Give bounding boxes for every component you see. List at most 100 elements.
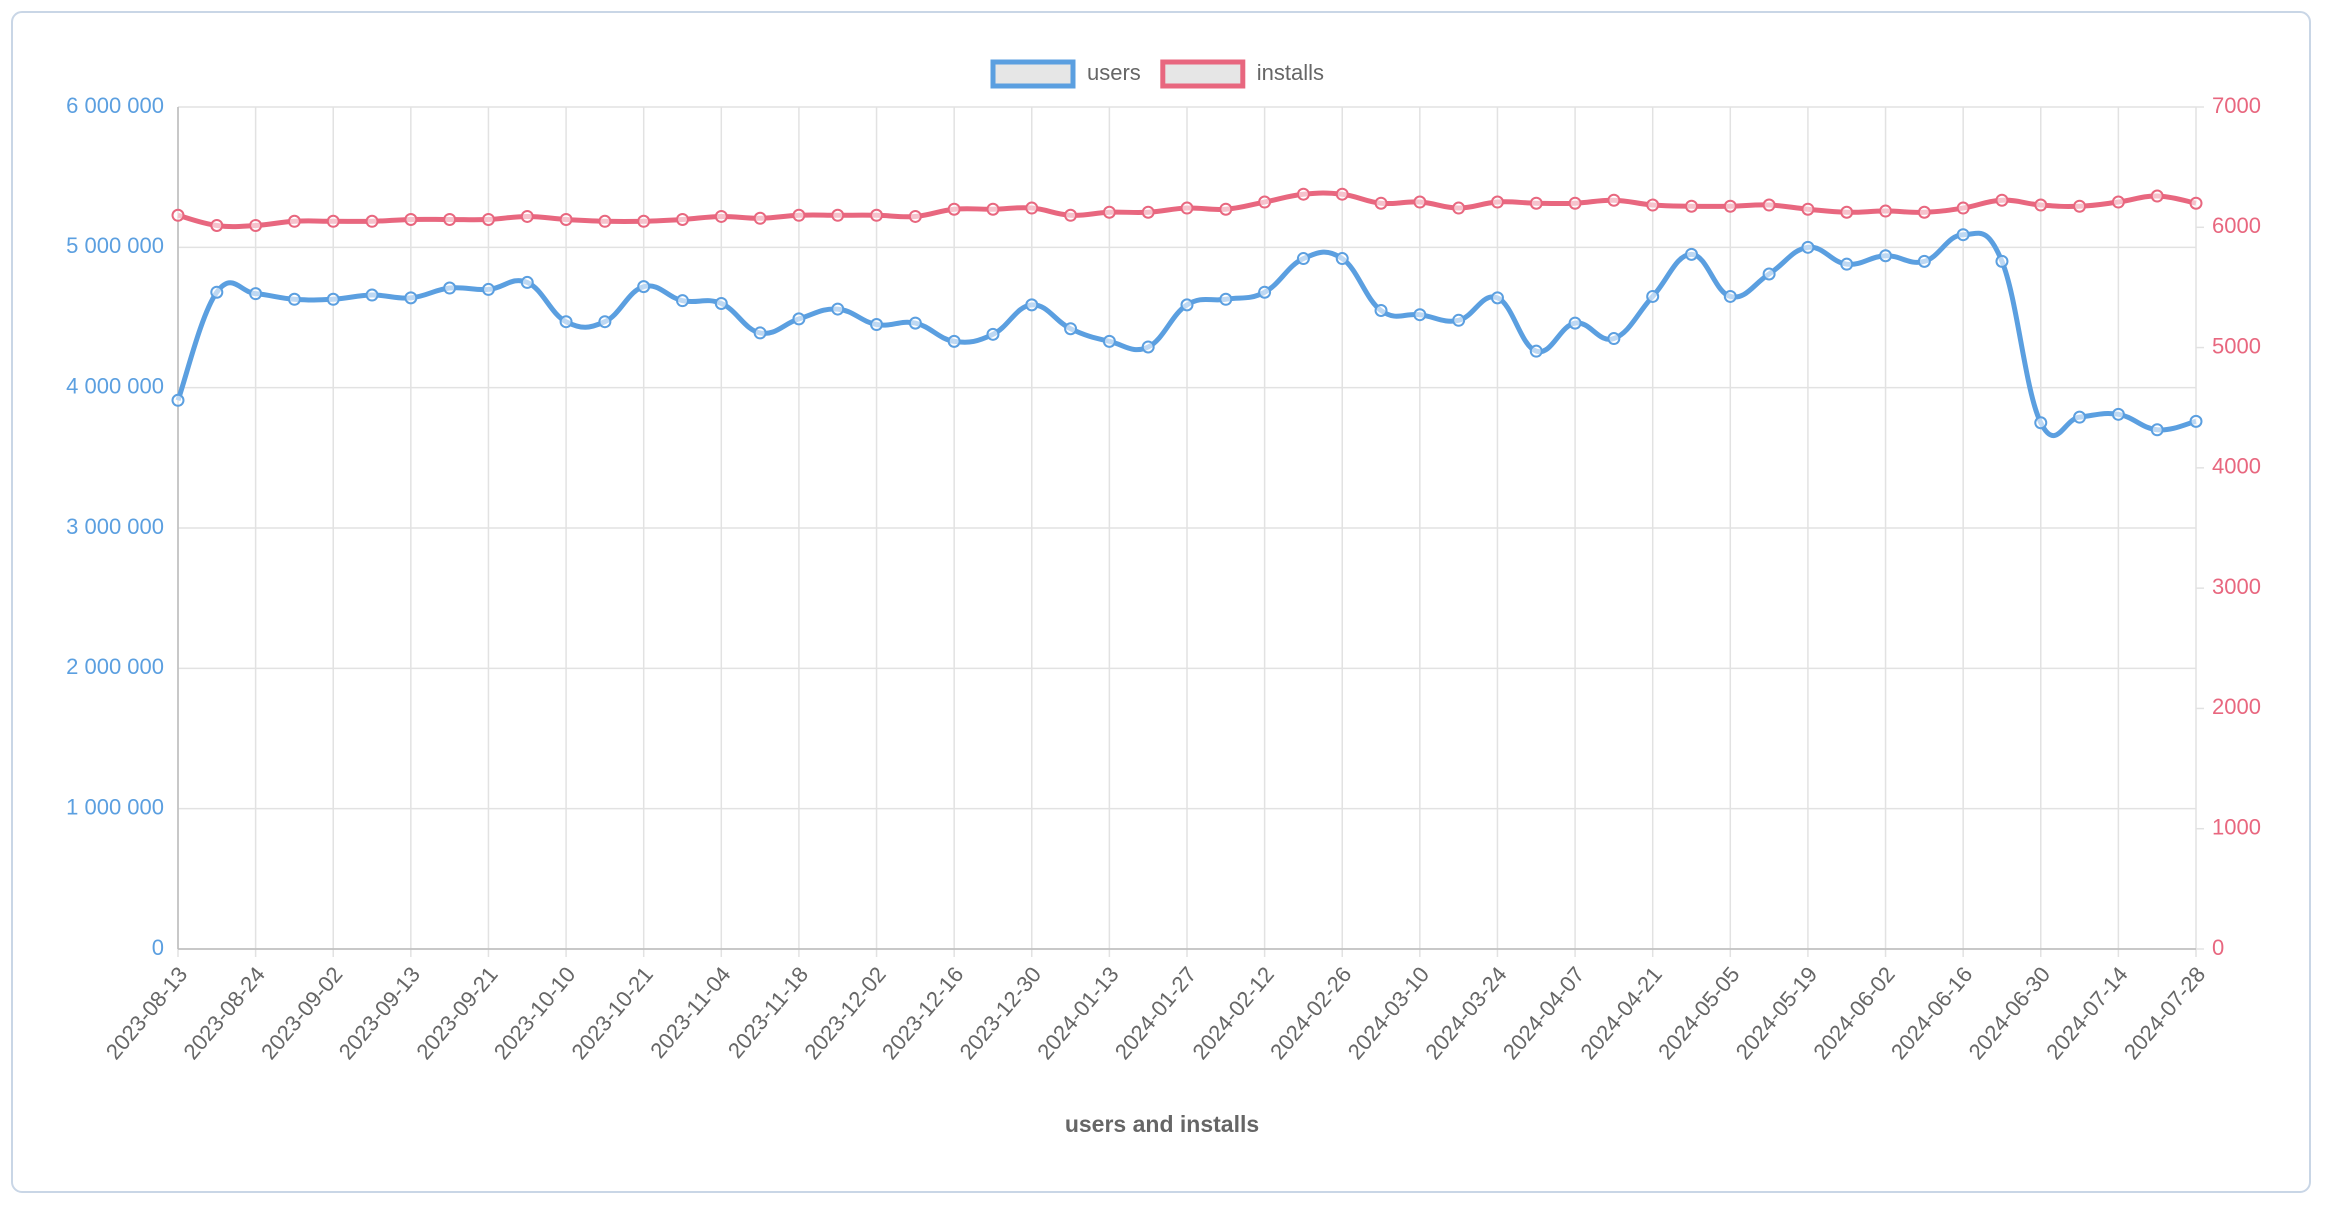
data-point	[831, 302, 845, 316]
data-point	[1452, 313, 1466, 327]
data-point	[481, 282, 495, 296]
data-point	[1452, 201, 1466, 215]
y-tick-label: 2 000 000	[66, 654, 164, 679]
data-point	[1258, 285, 1272, 299]
data-point	[2111, 407, 2125, 421]
data-point	[1064, 322, 1078, 336]
y-tick-label: 4 000 000	[66, 373, 164, 398]
data-point	[908, 316, 922, 330]
data-point	[986, 327, 1000, 341]
data-point	[1064, 208, 1078, 222]
data-point	[1296, 252, 1310, 266]
data-point	[598, 214, 612, 228]
data-point	[171, 393, 185, 407]
data-point	[1141, 205, 1155, 219]
data-point	[1568, 316, 1582, 330]
x-axis-title: users and installs	[1065, 1111, 1259, 1137]
data-point	[1917, 205, 1931, 219]
data-point	[637, 214, 651, 228]
data-point	[1102, 205, 1116, 219]
data-point	[1995, 254, 2009, 268]
data-point	[1180, 298, 1194, 312]
data-point	[559, 212, 573, 226]
data-point	[1413, 308, 1427, 322]
data-point	[1685, 199, 1698, 213]
data-point	[2189, 414, 2203, 428]
data-point	[1529, 344, 1543, 358]
y2-tick-label: 5000	[2212, 333, 2261, 358]
data-point	[171, 208, 185, 222]
data-point	[676, 212, 689, 226]
data-point	[287, 214, 301, 228]
y2-tick-label: 0	[2212, 935, 2224, 960]
y-tick-label: 5 000 000	[66, 233, 164, 258]
y2-tick-label: 7000	[2212, 93, 2261, 118]
data-point	[1141, 340, 1155, 354]
data-point	[326, 214, 340, 228]
data-point	[1025, 298, 1039, 312]
data-point	[365, 288, 379, 302]
data-point	[1801, 240, 1815, 254]
legend-label: installs	[1257, 60, 1324, 85]
data-point	[1840, 257, 1854, 271]
data-point	[2150, 423, 2164, 437]
data-point	[1685, 247, 1698, 261]
data-point	[1762, 267, 1776, 281]
data-point	[1995, 193, 2009, 207]
data-point	[1490, 195, 1504, 209]
data-point	[792, 208, 806, 222]
data-point	[559, 315, 573, 329]
card	[11, 11, 2311, 1193]
y2-tick-label: 3000	[2212, 574, 2261, 599]
data-point	[520, 209, 534, 223]
data-point	[1646, 289, 1660, 303]
data-point	[326, 292, 340, 306]
y2-tick-label: 4000	[2212, 454, 2261, 479]
data-point	[1840, 205, 1854, 219]
data-point	[1568, 196, 1582, 210]
data-point	[908, 209, 922, 223]
data-point	[1219, 292, 1233, 306]
data-point	[2073, 410, 2087, 424]
data-point	[1529, 196, 1543, 210]
data-point	[792, 312, 806, 326]
data-point	[1180, 201, 1194, 215]
data-point	[1801, 202, 1815, 216]
y2-tick-label: 2000	[2212, 694, 2261, 719]
data-point	[1762, 198, 1776, 212]
data-point	[714, 209, 728, 223]
data-point	[1879, 249, 1893, 263]
data-point	[1956, 201, 1970, 215]
data-point	[287, 292, 301, 306]
data-point	[249, 287, 263, 301]
data-point	[1646, 198, 1660, 212]
data-point	[365, 214, 379, 228]
data-point	[443, 212, 457, 226]
data-point	[249, 218, 263, 232]
data-point	[2189, 196, 2203, 210]
data-point	[1879, 204, 1893, 218]
data-point	[870, 318, 884, 332]
data-point	[1723, 199, 1737, 213]
data-point	[2034, 198, 2048, 212]
data-point	[404, 291, 418, 305]
y-tick-label: 1 000 000	[66, 794, 164, 819]
y2-tick-label: 1000	[2212, 815, 2261, 840]
data-point	[2150, 189, 2164, 203]
data-point	[1374, 303, 1388, 317]
data-point	[870, 208, 884, 222]
data-point	[481, 212, 495, 226]
data-point	[598, 315, 612, 329]
data-point	[947, 334, 961, 348]
data-point	[1956, 228, 1970, 242]
data-point	[1374, 196, 1388, 210]
data-point	[443, 281, 457, 295]
y-tick-label: 6 000 000	[66, 93, 164, 118]
data-point	[1607, 193, 1621, 207]
legend-swatch	[1160, 59, 1246, 89]
data-point	[1335, 187, 1349, 201]
data-point	[1490, 291, 1504, 305]
data-point	[1296, 187, 1310, 201]
y-tick-label: 0	[152, 935, 164, 960]
